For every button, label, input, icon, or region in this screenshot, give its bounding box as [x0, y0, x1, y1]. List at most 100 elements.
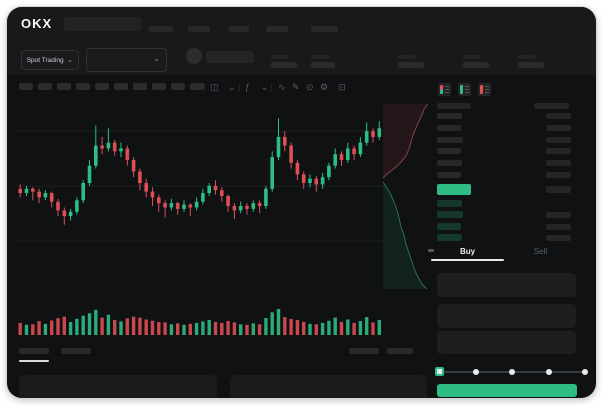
fullscreen-icon[interactable]: ⊡: [338, 82, 346, 92]
interval-button[interactable]: [152, 83, 166, 90]
nav-item[interactable]: [188, 26, 210, 32]
orderbook-bid-row[interactable]: [431, 223, 583, 232]
volume-bar: [87, 313, 92, 335]
interval-button[interactable]: [38, 83, 52, 90]
volume-bar: [75, 318, 79, 335]
candle-body: [308, 178, 312, 183]
slider-stop-dot[interactable]: [472, 369, 479, 375]
volume-bar: [31, 324, 35, 335]
orderbook-ask-row[interactable]: [431, 160, 583, 169]
volume-bar: [213, 321, 218, 335]
slider-stop-dot[interactable]: [545, 369, 552, 375]
ask-amount-placeholder: [546, 137, 571, 143]
bid-amount-placeholder: [546, 235, 571, 241]
orderbook-view-combined-icon[interactable]: [438, 83, 451, 96]
bottom-tab[interactable]: [387, 348, 413, 354]
ask-price-placeholder: [437, 172, 461, 178]
interval-button[interactable]: [95, 83, 109, 90]
chevron-down-icon: ⌄: [153, 54, 160, 63]
slider-stop-dot[interactable]: [509, 369, 515, 375]
candle-body: [81, 183, 85, 201]
candle-body: [56, 201, 60, 211]
order-input-field[interactable]: [437, 304, 576, 328]
orderbook-ask-row[interactable]: [431, 125, 583, 134]
volume-bar: [201, 321, 205, 335]
interval-button[interactable]: [190, 83, 204, 90]
nav-item[interactable]: [266, 26, 288, 32]
interval-button[interactable]: [171, 83, 185, 90]
interval-button[interactable]: [76, 83, 90, 90]
candle-body: [314, 178, 319, 185]
pair-selector-dropdown[interactable]: ⌄: [86, 48, 167, 72]
volume-bar: [150, 320, 155, 335]
nav-item[interactable]: [149, 26, 173, 32]
last-price-badge[interactable]: [437, 184, 471, 195]
candle-body: [377, 128, 382, 137]
orderbook-ask-row[interactable]: [431, 113, 583, 122]
candle-body: [226, 195, 230, 207]
orderbook-ask-row[interactable]: [431, 172, 583, 181]
camera-icon[interactable]: ⊙: [306, 82, 314, 92]
market-stat-label: [398, 55, 416, 59]
orderbook-ask-row[interactable]: [431, 148, 583, 157]
volume-bar: [327, 320, 331, 335]
depth-bids-fill: [383, 182, 427, 289]
bottom-tab[interactable]: [19, 348, 49, 354]
volume-bar: [308, 323, 312, 335]
volume-bar: [182, 324, 186, 335]
candle-body: [18, 188, 22, 194]
trade-mode-dropdown[interactable]: Spot Trading ⌄: [21, 50, 79, 70]
orderbook-bid-row[interactable]: [431, 200, 583, 209]
chevron-down-icon[interactable]: ⌄: [261, 82, 269, 92]
orderbook-view-bids-icon[interactable]: [458, 83, 471, 96]
interval-button[interactable]: [114, 83, 128, 90]
active-tab-indicator: [431, 259, 504, 261]
coin-icon: [186, 48, 202, 64]
orderbook-view-asks-icon[interactable]: [478, 83, 491, 96]
volume-bar: [339, 321, 344, 335]
volume-bar: [270, 312, 274, 335]
orderbook-bid-row[interactable]: [431, 234, 583, 243]
draw-icon[interactable]: ✎: [292, 82, 300, 92]
indicators-icon[interactable]: ƒ: [245, 82, 251, 92]
candlestick-chart[interactable]: [16, 103, 382, 263]
order-input-field[interactable]: [437, 273, 576, 297]
interval-button[interactable]: [133, 83, 147, 90]
orderbook-bid-row[interactable]: [431, 211, 583, 220]
amount-slider-handle[interactable]: [435, 367, 444, 376]
candle-body: [125, 148, 130, 160]
line-tool-icon[interactable]: ∿: [278, 82, 286, 92]
interval-button[interactable]: [19, 83, 33, 90]
order-input-field[interactable]: [437, 331, 576, 354]
candle-body: [175, 203, 180, 209]
bottom-tab[interactable]: [349, 348, 379, 354]
candle-body: [257, 203, 262, 207]
nav-item[interactable]: [311, 26, 338, 32]
ask-price-placeholder: [437, 148, 461, 154]
tab-sell[interactable]: Sell: [533, 247, 548, 256]
market-stat-label: [311, 55, 329, 59]
candle-body: [194, 201, 199, 208]
tab-buy[interactable]: Buy: [459, 247, 476, 256]
candle-body: [163, 203, 167, 208]
interval-button[interactable]: [57, 83, 71, 90]
submit-buy-button[interactable]: [437, 384, 577, 397]
ask-amount-placeholder: [546, 148, 571, 154]
bid-amount-placeholder: [546, 224, 571, 230]
slider-stop-dot[interactable]: [582, 369, 588, 375]
orderbook-ask-row[interactable]: [431, 137, 583, 146]
orderbook-header-price: [437, 103, 471, 109]
divider: |: [203, 82, 206, 92]
chevron-down-icon[interactable]: ⌄: [228, 82, 236, 92]
nav-item[interactable]: [229, 26, 249, 32]
chevron-down-icon: ⌄: [66, 55, 74, 64]
depth-bids-line: [382, 181, 428, 290]
market-stat-label: [518, 55, 536, 59]
candle-body: [276, 136, 281, 158]
search-input[interactable]: [64, 17, 141, 31]
settings-icon[interactable]: ⚙: [320, 82, 329, 92]
candle-style-icon[interactable]: ◫: [210, 82, 219, 92]
bottom-tab[interactable]: [61, 348, 91, 354]
volume-bar: [169, 324, 174, 335]
ask-price-placeholder: [437, 137, 463, 143]
